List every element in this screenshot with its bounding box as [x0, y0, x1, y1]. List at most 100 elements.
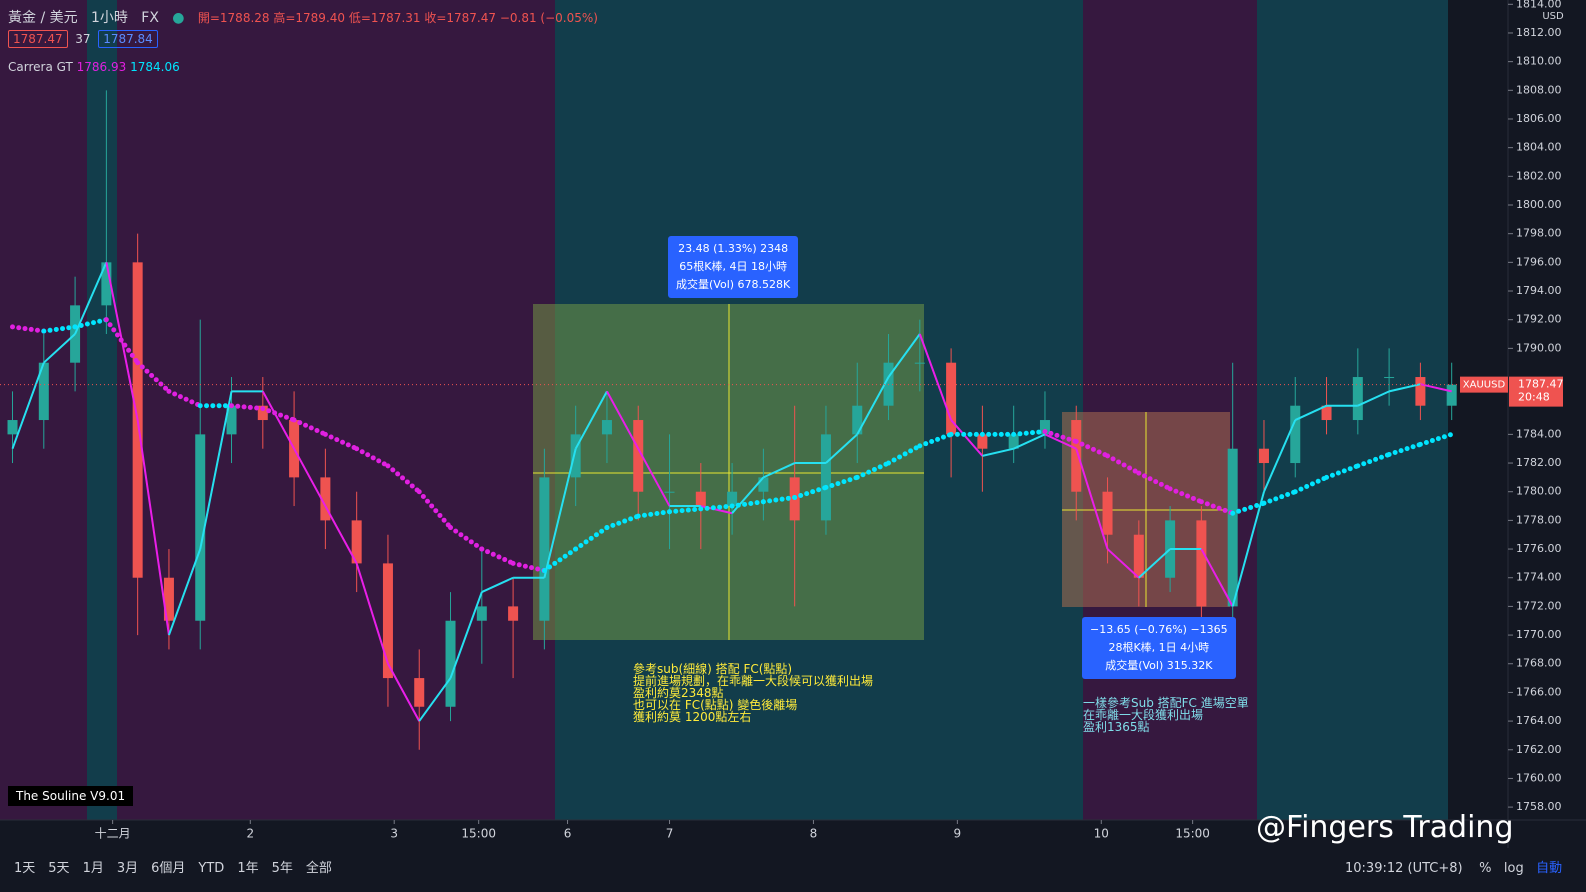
note-line: 參考sub(細線) 搭配 FC(點點)	[633, 662, 793, 676]
currency: USD	[1542, 11, 1564, 22]
y-tick-label: 1806.00	[1516, 112, 1562, 125]
clock: 10:39:12 (UTC+8)	[1345, 861, 1463, 876]
symbol-tag: XAUUSD	[1463, 380, 1506, 391]
fc-dots	[291, 417, 328, 437]
auto-toggle[interactable]: 自動	[1536, 861, 1563, 876]
fc-dots	[1167, 486, 1204, 505]
range-button[interactable]: 1年	[237, 861, 259, 876]
x-tick-label: 9	[954, 827, 962, 841]
candle-body	[852, 405, 863, 435]
sub-line	[1231, 491, 1265, 607]
candle-body	[664, 491, 675, 493]
range-button[interactable]: 5天	[48, 861, 70, 876]
candle-body	[38, 362, 49, 421]
candle-body	[1102, 491, 1113, 535]
fc-dots	[385, 463, 422, 495]
fc-dots	[1136, 470, 1173, 492]
fc-dots	[854, 460, 892, 480]
sub-line	[1075, 448, 1109, 550]
countdown: 20:48	[1518, 391, 1550, 404]
sub-line	[481, 576, 514, 593]
measure-line: −13.65 (−0.76%) −1365	[1090, 623, 1228, 636]
fc-dots	[1011, 429, 1048, 437]
measure-line: 65根K棒, 4日 18小時	[679, 260, 787, 273]
candle-body	[414, 678, 425, 707]
candle-body	[1227, 448, 1238, 607]
sub-line	[168, 548, 202, 636]
range-button[interactable]: YTD	[198, 861, 225, 876]
range-button[interactable]: 1月	[82, 861, 104, 876]
sub-line	[1138, 548, 1171, 579]
sub-line	[856, 376, 890, 435]
bid[interactable]: 1787.47	[8, 30, 68, 48]
y-tick-label: 1784.00	[1516, 427, 1562, 440]
candle-body	[539, 477, 550, 621]
symbol[interactable]: 黃金 / 美元	[8, 10, 78, 26]
fc-dots	[1198, 499, 1236, 516]
fc-dots	[635, 509, 673, 519]
ask[interactable]: 1787.84	[98, 30, 158, 48]
y-tick-label: 1762.00	[1516, 743, 1562, 756]
candle-body	[1415, 377, 1426, 406]
fc-dots	[229, 403, 266, 412]
sub-line	[982, 447, 1014, 457]
fc-dots	[792, 484, 829, 500]
sub-line	[293, 448, 327, 507]
percent-toggle[interactable]: %	[1479, 861, 1492, 876]
sub-line	[74, 261, 108, 335]
sub-line	[1294, 404, 1327, 421]
y-tick-label: 1760.00	[1516, 771, 1562, 784]
candle-body	[445, 620, 456, 707]
candle-body	[382, 563, 393, 679]
range-button[interactable]: 5年	[271, 861, 293, 876]
y-tick-label: 1814.00	[1516, 0, 1562, 10]
fc-dots	[479, 546, 516, 566]
candle-body	[758, 477, 769, 492]
candle-body	[1321, 405, 1332, 421]
fc-dots	[72, 317, 109, 330]
fc-dots	[1355, 451, 1392, 469]
long-measure-label: 23.48 (1.33%) 2348 65根K棒, 4日 18小時 成交量(Vo…	[668, 236, 799, 298]
note-line: 提前進場規劃，在乖離一大段候可以獲利出場	[633, 674, 874, 688]
note-line: 獲利約莫 1200點左右	[633, 710, 752, 724]
sub-line	[1044, 433, 1077, 450]
log-toggle[interactable]: log	[1503, 861, 1524, 876]
candle-body	[1196, 520, 1207, 607]
session-band	[117, 0, 555, 820]
candle-body	[1446, 384, 1457, 406]
note-line: 一樣參考Sub 搭配FC 進場空單	[1083, 696, 1249, 710]
candle-body	[163, 577, 174, 621]
x-tick-label: 6	[564, 827, 572, 841]
interval[interactable]: 1小時	[90, 10, 128, 26]
sub-line	[1388, 383, 1421, 393]
candle-body	[977, 434, 988, 449]
x-tick-label: 15:00	[461, 827, 496, 841]
y-tick-label: 1766.00	[1516, 685, 1562, 698]
price-axis	[1508, 0, 1586, 848]
indicator-value: 1784.06	[130, 60, 180, 74]
range-button[interactable]: 1天	[14, 861, 36, 876]
fc-dots	[1230, 500, 1267, 516]
sub-line	[1420, 383, 1452, 393]
sub-line	[825, 433, 858, 464]
fc-dots	[760, 494, 798, 505]
sub-line	[418, 677, 452, 722]
session-band	[1257, 0, 1448, 820]
fc-dots	[41, 324, 78, 334]
sub-line	[887, 333, 921, 378]
fc-dots	[1073, 439, 1111, 459]
range-bar: 1天 5天 1月 3月 6個月 YTD 1年 5年 全部	[14, 857, 345, 876]
fc-dots	[166, 388, 203, 409]
short-measure-label: −13.65 (−0.76%) −1365 28根K棒, 1日 4小時 成交量(…	[1082, 617, 1236, 679]
indicator-legend: Carrera GT 1786.93 1784.06	[8, 60, 180, 74]
candle-body	[476, 606, 487, 621]
y-tick-label: 1774.00	[1516, 571, 1562, 584]
range-button[interactable]: 3月	[116, 861, 139, 876]
range-button[interactable]: 6個月	[151, 861, 186, 876]
fc-dots	[823, 474, 860, 490]
fc-dots	[354, 446, 391, 469]
sub-line	[43, 333, 76, 364]
range-button[interactable]: 全部	[305, 861, 332, 876]
candle-body	[601, 420, 612, 435]
